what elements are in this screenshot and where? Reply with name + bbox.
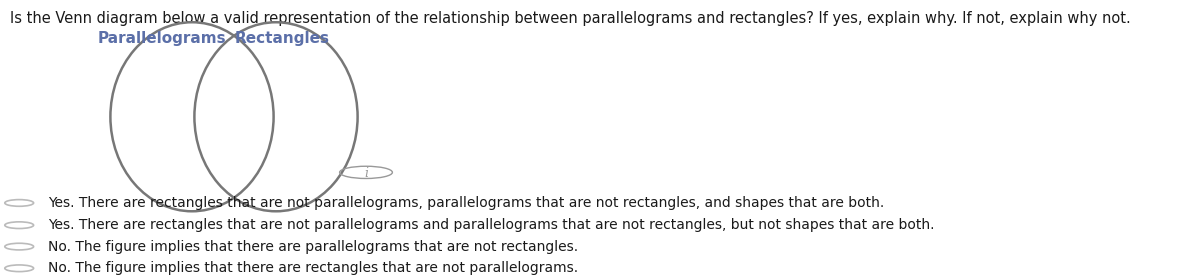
Text: Yes. There are rectangles that are not parallelograms, parallelograms that are n: Yes. There are rectangles that are not p… [48,196,884,210]
Text: Parallelograms: Parallelograms [97,31,227,46]
Text: No. The figure implies that there are parallelograms that are not rectangles.: No. The figure implies that there are pa… [48,240,578,254]
Text: Rectangles: Rectangles [234,31,330,46]
Text: i: i [364,167,368,180]
Text: No. The figure implies that there are rectangles that are not parallelograms.: No. The figure implies that there are re… [48,261,578,275]
Text: Yes. There are rectangles that are not parallelograms and parallelograms that ar: Yes. There are rectangles that are not p… [48,218,935,232]
Text: Is the Venn diagram below a valid representation of the relationship between par: Is the Venn diagram below a valid repres… [10,11,1130,26]
